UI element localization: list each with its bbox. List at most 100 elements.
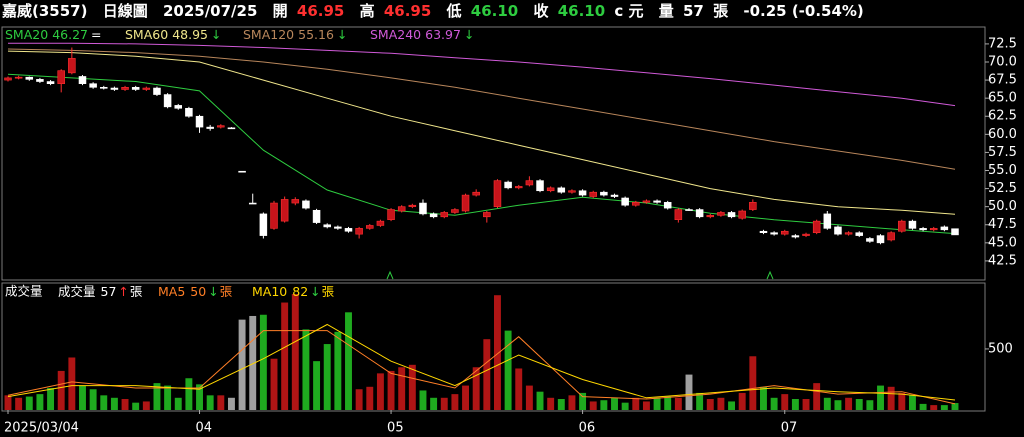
candle-body [589,191,597,197]
candle-body [802,233,810,236]
volume-panel [1,282,986,412]
volume-bar [887,386,895,410]
volume-bar [494,295,501,410]
legend: 成交量 57 ↑張 [58,284,143,299]
volume-bar [653,397,661,410]
candle-body [759,230,768,234]
volume-bar [15,397,23,410]
y-tick-label: 60.0 [988,127,1017,142]
volume-bar [781,394,789,410]
volume-bar [89,389,97,410]
candle-body [546,187,555,192]
date: 2025/07/25 [163,2,257,20]
x-tick-label: 04 [196,421,213,436]
candle-body [844,232,853,235]
volume-bar [462,385,469,410]
candle-body [929,228,938,231]
open-label: 開 [273,2,288,20]
ma-line [8,42,956,107]
volume-bar [313,361,321,410]
high-label: 高 [360,2,375,20]
candle-body [621,197,629,206]
volume-bar [579,392,587,410]
legend-trend: ↑ [118,284,128,299]
candle-body [493,180,502,207]
volume-bar [323,344,331,410]
volume-bar [536,391,544,410]
price-panel [1,26,986,281]
volume-bar [728,401,736,410]
volume-bar [132,402,140,410]
volume-bar [206,395,214,410]
volume-bar [813,383,821,410]
candle-body [483,212,491,218]
change: -0.25 (-0.54%) [743,2,863,20]
candle-body [174,105,183,109]
volume-bar [472,367,480,410]
volume-bar [866,400,874,410]
volume-bar [153,383,161,410]
candle-body [4,77,12,81]
legend-value: 55.16 [298,27,334,42]
legend: MA10 82 ↓張 [252,284,335,299]
volume-bar [770,397,778,410]
candle-body [291,199,300,204]
volume-bar [717,397,725,410]
candle-body [238,170,246,173]
candle-body [472,191,480,196]
legend-trend: ↓ [464,27,474,42]
candle-body [68,58,76,74]
candle-body [89,83,97,88]
volume-bar [589,401,597,410]
volume-bar [451,394,459,410]
legend: SMA20 46.27 = [5,27,101,42]
close-label: 收 [533,2,548,20]
candle-body [919,228,927,231]
volume-bar [919,403,927,410]
volume-bar [121,399,129,410]
y-tick-label: 62.5 [988,109,1017,124]
candle-body [887,232,895,241]
volume-bar [376,373,384,410]
ma-line [7,323,956,401]
legend-unit: 張 [322,284,335,299]
candle-body [376,220,385,226]
legend-value: 82 [292,284,308,299]
candle-body [600,191,608,196]
y-tick-label: 65.0 [988,91,1017,106]
volume-bar [419,390,427,410]
legend: SMA240 63.97 ↓ [370,27,474,42]
candle-body [834,226,842,235]
candle-body [674,209,683,220]
volume-bar [611,397,618,410]
volume-bar [4,395,12,410]
volume-bar [845,397,853,410]
volume-bar [110,397,118,410]
volume-bar [398,367,406,410]
candle-body [514,186,523,189]
candle-body [663,202,672,209]
volume-title: 成交量 [5,284,43,299]
candle-body [270,202,278,229]
unit: c 元 [614,2,643,20]
ma-line [7,50,956,215]
legend-name: MA5 [158,284,185,299]
volume-bar [632,397,640,410]
candle-body [344,228,353,232]
candle-body [876,235,885,244]
volume-bar [440,397,448,410]
high-value: 46.95 [384,2,431,20]
candle-body [323,224,331,228]
volume-bar [345,312,352,410]
volume-bar [281,302,289,410]
volume-bar [600,400,608,410]
candle-body [57,70,65,84]
volume-value: 57 [683,2,704,20]
candle-body [812,220,821,234]
volume-bar [823,397,831,410]
y-tick-label: 67.5 [988,73,1017,88]
volume-bar [940,405,948,410]
volume-bar [174,397,182,410]
volume-bar [483,339,491,410]
volume-bar [302,329,310,410]
